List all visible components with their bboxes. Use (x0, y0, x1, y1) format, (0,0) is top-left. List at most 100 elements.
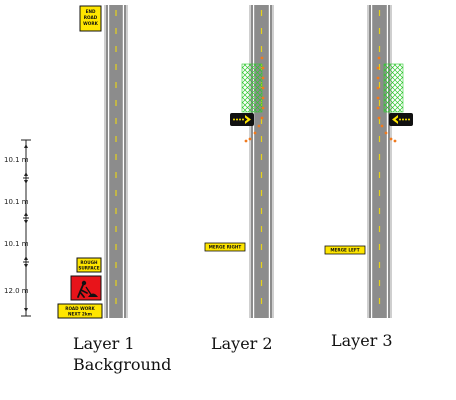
dimension-tick (23, 212, 29, 224)
center-line-dash (115, 10, 117, 16)
center-line-dash (378, 64, 381, 70)
center-line-dash (260, 28, 263, 34)
traffic-cone (244, 139, 248, 143)
center-line-dash (378, 10, 381, 16)
center-line-dash (378, 46, 381, 52)
traffic-cone (376, 76, 380, 80)
center-line-dash (378, 244, 381, 250)
cone-taper-layer-3 (376, 56, 397, 143)
center-line-dash (115, 136, 117, 142)
layer-2-caption: Layer 2 (211, 334, 273, 353)
center-line-dash (115, 64, 117, 70)
center-line-dash (378, 262, 381, 268)
center-line-dash (115, 262, 117, 268)
traffic-cone (261, 86, 265, 90)
road-layer-1 (104, 5, 128, 318)
sign-road-work-next: ROAD WORK NEXT 2km (57, 303, 103, 319)
sign-merge-right-label: MERGE RIGHT (209, 245, 242, 250)
center-line-dash (260, 226, 263, 232)
sign-next-line-1: ROAD WORK (65, 306, 95, 311)
center-line-dash (260, 136, 263, 142)
traffic-cone (253, 131, 257, 135)
cone-taper-layer-2 (244, 56, 265, 143)
center-line-dash (115, 190, 117, 196)
center-line-dash (260, 208, 263, 214)
traffic-cone (257, 124, 261, 128)
center-line-dash (260, 46, 263, 52)
center-line-dash (378, 100, 381, 106)
center-line-dash (378, 118, 381, 124)
arrow-left-icon (392, 115, 410, 124)
worker-icon (77, 280, 98, 298)
center-line-dash (115, 280, 117, 286)
dimension-tick (23, 256, 29, 268)
traffic-cone (389, 137, 393, 141)
center-line-dash (115, 46, 117, 52)
sign-end-line-2: ROAD (84, 15, 98, 20)
sign-merge-right: MERGE RIGHT (204, 242, 246, 252)
sign-end-line-3: WORK (83, 21, 98, 26)
arrow-board-right (230, 113, 254, 126)
center-line-dash (260, 190, 263, 196)
layer-2-work-zone (230, 56, 265, 143)
center-line-dash (115, 298, 117, 304)
center-line-dash (260, 298, 263, 304)
layer-3-caption: Layer 3 (331, 331, 393, 350)
center-line-dash (260, 172, 263, 178)
center-line-dash (115, 118, 117, 124)
center-line-dash (260, 118, 263, 124)
traffic-cone (377, 56, 381, 60)
traffic-cone (376, 86, 380, 90)
traffic-cone (260, 116, 264, 120)
traffic-cone (260, 56, 264, 60)
traffic-cone (377, 116, 381, 120)
sign-rough-line-1: ROUGH (80, 260, 98, 265)
center-line-dash (378, 82, 381, 88)
measurement-label-3: 10.1 m (4, 240, 29, 248)
traffic-cone (261, 76, 265, 80)
traffic-cone (261, 96, 265, 100)
layer-3-work-zone (376, 56, 413, 143)
layer-1-subcaption: Background (73, 355, 171, 374)
traffic-cone (376, 106, 380, 110)
measurement-label-1: 10.1 m (4, 156, 29, 164)
center-line-dash (378, 136, 381, 142)
center-line-dash (378, 298, 381, 304)
sign-rough-surface: ROUGH SURFACE (76, 257, 102, 273)
arrow-right-icon (233, 115, 251, 124)
center-line-dash (260, 244, 263, 250)
measurement-label-4: 12.0 m (4, 287, 29, 295)
arrow-board-left (389, 113, 413, 126)
center-line-dash (260, 10, 263, 16)
measurement-label-2: 10.1 m (4, 198, 29, 206)
traffic-cone (261, 66, 265, 70)
traffic-cone (248, 137, 252, 141)
center-line-dash (115, 28, 117, 34)
sign-merge-left-label: MERGE LEFT (330, 248, 359, 253)
center-line-dash (115, 154, 117, 160)
center-line-dash (115, 208, 117, 214)
center-line-dash (378, 154, 381, 160)
sign-rough-line-2: SURFACE (78, 266, 99, 271)
center-line-dash (378, 190, 381, 196)
sign-next-line-2: NEXT 2km (68, 312, 93, 317)
traffic-cone (384, 131, 388, 135)
center-line-dash (115, 226, 117, 232)
roadwork-worker-sign (70, 275, 102, 301)
traffic-cone (376, 96, 380, 100)
center-line-dash (378, 280, 381, 286)
traffic-cone (380, 124, 384, 128)
center-line-dash (115, 100, 117, 106)
dimension-tick (23, 172, 29, 184)
road-layer-3 (367, 5, 392, 318)
road-layer-2 (249, 5, 274, 318)
traffic-cone (376, 66, 380, 70)
dimension-line: 10.1 m 10.1 m 10.1 m 12.0 m (4, 139, 31, 317)
sign-merge-left: MERGE LEFT (324, 245, 366, 255)
layer-1-caption: Layer 1 (73, 334, 135, 353)
center-line-dash (378, 226, 381, 232)
center-line-dash (260, 262, 263, 268)
center-line-dash (378, 208, 381, 214)
traffic-cone (261, 106, 265, 110)
